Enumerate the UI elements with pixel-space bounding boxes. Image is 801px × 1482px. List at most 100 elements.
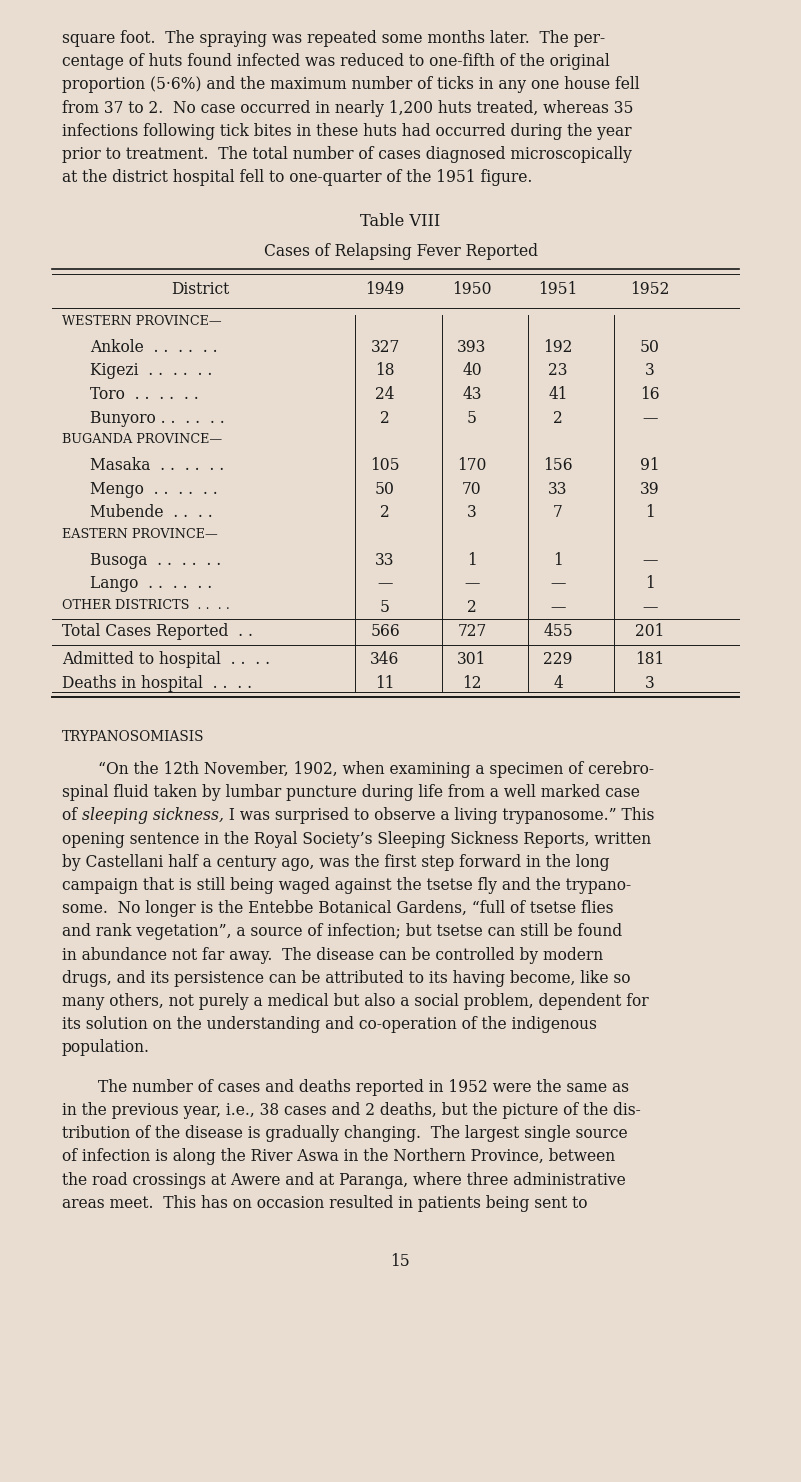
Text: 11: 11 (375, 676, 395, 692)
Text: 301: 301 (457, 652, 487, 668)
Text: I was surprised to observe a living trypanosome.” This: I was surprised to observe a living tryp… (223, 808, 654, 824)
Text: —: — (550, 575, 566, 593)
Text: tribution of the disease is gradually changing.  The largest single source: tribution of the disease is gradually ch… (62, 1125, 628, 1143)
Text: 1: 1 (553, 551, 563, 569)
Text: EASTERN PROVINCE—: EASTERN PROVINCE— (62, 528, 218, 541)
Text: —: — (465, 575, 480, 593)
Text: 393: 393 (457, 339, 487, 356)
Text: 727: 727 (457, 622, 487, 640)
Text: 18: 18 (375, 363, 395, 379)
Text: its solution on the understanding and co-operation of the indigenous: its solution on the understanding and co… (62, 1017, 597, 1033)
Text: 1950: 1950 (453, 282, 492, 298)
Text: —: — (642, 599, 658, 617)
Text: Bunyoro . .  . .  . .: Bunyoro . . . . . . (90, 411, 225, 427)
Text: 5: 5 (380, 599, 390, 617)
Text: 3: 3 (645, 363, 655, 379)
Text: 327: 327 (370, 339, 400, 356)
Text: centage of huts found infected was reduced to one-fifth of the original: centage of huts found infected was reduc… (62, 53, 610, 70)
Text: WESTERN PROVINCE—: WESTERN PROVINCE— (62, 316, 222, 328)
Text: Deaths in hospital  . .  . .: Deaths in hospital . . . . (62, 676, 252, 692)
Text: from 37 to 2.  No case occurred in nearly 1,200 huts treated, whereas 35: from 37 to 2. No case occurred in nearly… (62, 99, 634, 117)
Text: 7: 7 (553, 504, 563, 522)
Text: campaign that is still being waged against the tsetse fly and the trypano-: campaign that is still being waged again… (62, 877, 631, 894)
Text: 15: 15 (391, 1252, 410, 1270)
Text: Lango  . .  . .  . .: Lango . . . . . . (90, 575, 212, 593)
Text: 181: 181 (635, 652, 665, 668)
Text: —: — (550, 599, 566, 617)
Text: 41: 41 (548, 387, 568, 403)
Text: 50: 50 (375, 480, 395, 498)
Text: population.: population. (62, 1039, 150, 1057)
Text: —: — (377, 575, 392, 593)
Text: 3: 3 (467, 504, 477, 522)
Text: 43: 43 (462, 387, 481, 403)
Text: drugs, and its persistence can be attributed to its having become, like so: drugs, and its persistence can be attrib… (62, 969, 630, 987)
Text: 16: 16 (640, 387, 660, 403)
Text: Masaka  . .  . .  . .: Masaka . . . . . . (90, 456, 224, 474)
Text: Mubende  . .  . .: Mubende . . . . (90, 504, 213, 522)
Text: opening sentence in the Royal Society’s Sleeping Sickness Reports, written: opening sentence in the Royal Society’s … (62, 830, 651, 848)
Text: infections following tick bites in these huts had occurred during the year: infections following tick bites in these… (62, 123, 631, 139)
Text: Busoga  . .  . .  . .: Busoga . . . . . . (90, 551, 221, 569)
Text: 455: 455 (543, 622, 573, 640)
Text: prior to treatment.  The total number of cases diagnosed microscopically: prior to treatment. The total number of … (62, 147, 632, 163)
Text: of: of (62, 808, 82, 824)
Text: square foot.  The spraying was repeated some months later.  The per-: square foot. The spraying was repeated s… (62, 30, 605, 47)
Text: proportion (5·6%) and the maximum number of ticks in any one house fell: proportion (5·6%) and the maximum number… (62, 77, 640, 93)
Text: 2: 2 (467, 599, 477, 617)
Text: 50: 50 (640, 339, 660, 356)
Text: Admitted to hospital  . .  . .: Admitted to hospital . . . . (62, 652, 270, 668)
Text: 23: 23 (548, 363, 568, 379)
Text: 24: 24 (375, 387, 395, 403)
Text: areas meet.  This has on occasion resulted in patients being sent to: areas meet. This has on occasion resulte… (62, 1194, 587, 1212)
Text: 1: 1 (467, 551, 477, 569)
Text: spinal fluid taken by lumbar puncture during life from a well marked case: spinal fluid taken by lumbar puncture du… (62, 784, 640, 802)
Text: 566: 566 (370, 622, 400, 640)
Text: Ankole  . .  . .  . .: Ankole . . . . . . (90, 339, 218, 356)
Text: 1951: 1951 (538, 282, 578, 298)
Text: Mengo  . .  . .  . .: Mengo . . . . . . (90, 480, 218, 498)
Text: Toro  . .  . .  . .: Toro . . . . . . (90, 387, 199, 403)
Text: in the previous year, i.e., 38 cases and 2 deaths, but the picture of the dis-: in the previous year, i.e., 38 cases and… (62, 1103, 641, 1119)
Text: 12: 12 (462, 676, 481, 692)
Text: TRYPANOSOMIASIS: TRYPANOSOMIASIS (62, 729, 204, 744)
Text: many others, not purely a medical but also a social problem, dependent for: many others, not purely a medical but al… (62, 993, 649, 1009)
Text: 40: 40 (462, 363, 482, 379)
Text: of infection is along the River Aswa in the Northern Province, between: of infection is along the River Aswa in … (62, 1149, 615, 1165)
Text: and rank vegetation”, a source of infection; but tsetse can still be found: and rank vegetation”, a source of infect… (62, 923, 622, 941)
Text: in abundance not far away.  The disease can be controlled by modern: in abundance not far away. The disease c… (62, 947, 603, 963)
Text: 33: 33 (375, 551, 395, 569)
Text: 33: 33 (548, 480, 568, 498)
Text: 192: 192 (543, 339, 573, 356)
Text: sleeping sickness,: sleeping sickness, (82, 808, 223, 824)
Text: —: — (642, 551, 658, 569)
Text: 105: 105 (370, 456, 400, 474)
Text: District: District (171, 282, 229, 298)
Text: 39: 39 (640, 480, 660, 498)
Text: by Castellani half a century ago, was the first step forward in the long: by Castellani half a century ago, was th… (62, 854, 610, 871)
Text: 4: 4 (553, 676, 563, 692)
Text: 1952: 1952 (630, 282, 670, 298)
Text: BUGANDA PROVINCE—: BUGANDA PROVINCE— (62, 433, 222, 446)
Text: Kigezi  . .  . .  . .: Kigezi . . . . . . (90, 363, 212, 379)
Text: 201: 201 (635, 622, 665, 640)
Text: “On the 12th November, 1902, when examining a specimen of cerebro-: “On the 12th November, 1902, when examin… (98, 760, 654, 778)
Text: —: — (642, 411, 658, 427)
Text: The number of cases and deaths reported in 1952 were the same as: The number of cases and deaths reported … (98, 1079, 629, 1095)
Text: 1: 1 (645, 504, 655, 522)
Text: 346: 346 (370, 652, 400, 668)
Text: 5: 5 (467, 411, 477, 427)
Text: 170: 170 (457, 456, 487, 474)
Text: at the district hospital fell to one-quarter of the 1951 figure.: at the district hospital fell to one-qua… (62, 169, 533, 187)
Text: 2: 2 (380, 411, 390, 427)
Text: 91: 91 (640, 456, 660, 474)
Text: Table VIII: Table VIII (360, 213, 441, 230)
Text: 2: 2 (553, 411, 563, 427)
Text: some.  No longer is the Entebbe Botanical Gardens, “full of tsetse flies: some. No longer is the Entebbe Botanical… (62, 900, 614, 917)
Text: 3: 3 (645, 676, 655, 692)
Text: 1: 1 (645, 575, 655, 593)
Text: 70: 70 (462, 480, 482, 498)
Text: 1949: 1949 (365, 282, 405, 298)
Text: Cases of Relapsing Fever Reported: Cases of Relapsing Fever Reported (264, 243, 537, 261)
Text: 2: 2 (380, 504, 390, 522)
